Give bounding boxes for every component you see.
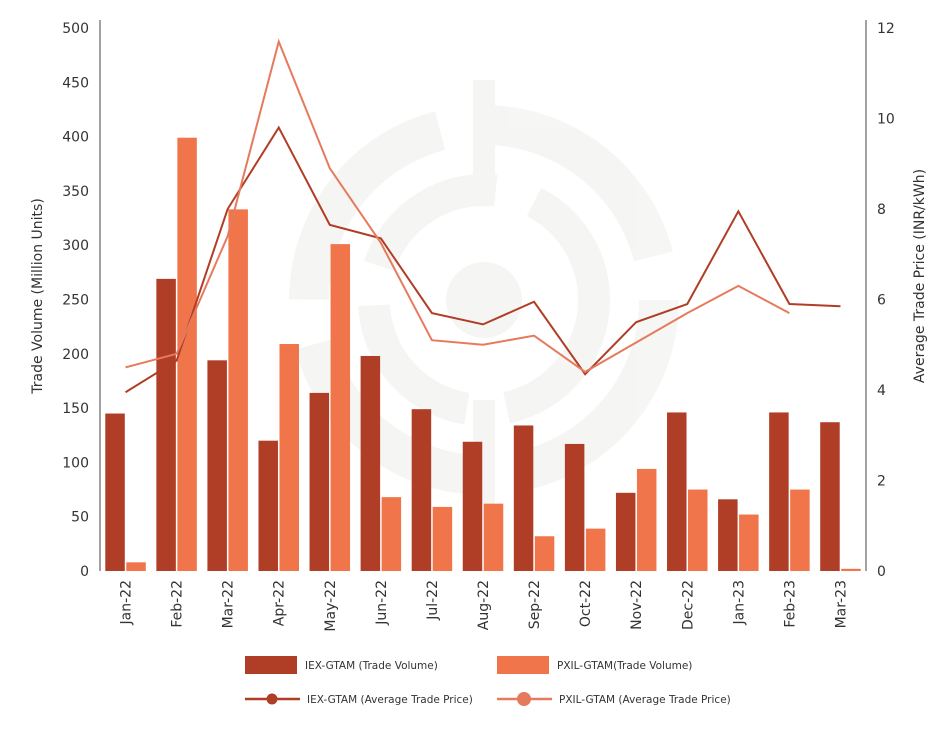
bar-pxil-jan-23 xyxy=(739,514,759,571)
y-tick-label: 450 xyxy=(62,75,89,91)
legend-item-4: PXIL-GTAM (Average Trade Price) xyxy=(497,692,731,706)
y-tick-label: 350 xyxy=(62,184,89,200)
y-axis-title: Trade Volume (Million Units) xyxy=(30,198,46,395)
bar-iex-feb-22 xyxy=(156,278,176,571)
bar-pxil-nov-22 xyxy=(636,468,657,571)
bar-pxil-sep-22 xyxy=(534,536,555,571)
x-tick-label: Sep-22 xyxy=(527,580,543,629)
bar-pxil-jan-22 xyxy=(126,562,146,571)
bar-iex-jan-23 xyxy=(718,499,738,571)
bar-iex-nov-22 xyxy=(615,492,636,571)
bar-pxil-jun-22 xyxy=(381,497,402,571)
y2-tick-label: 6 xyxy=(877,293,886,309)
legend-item-1: IEX-GTAM (Trade Volume) xyxy=(245,656,438,674)
y2-tick-label: 2 xyxy=(877,474,886,490)
line-iex-price xyxy=(125,125,841,394)
y2-axis-title: Average Trade Price (INR/kWh) xyxy=(912,169,928,383)
legend-marker xyxy=(266,693,278,705)
legend-marker xyxy=(517,692,531,706)
y2-tick-label: 8 xyxy=(877,202,886,218)
watermark-logo xyxy=(289,80,679,520)
bar-iex-jun-22 xyxy=(360,355,381,571)
bar-pxil-aug-22 xyxy=(483,503,504,571)
y-tick-label: 250 xyxy=(62,293,89,309)
bar-iex-may-22 xyxy=(309,392,330,571)
bar-iex-sep-22 xyxy=(513,425,534,571)
x-tick-label: Jan-23 xyxy=(731,580,747,625)
x-tick-label: Dec-22 xyxy=(680,580,696,630)
legend-item-3: IEX-GTAM (Average Trade Price) xyxy=(245,693,473,706)
y2-tick-label: 10 xyxy=(877,112,895,128)
x-tick-label: Jan-22 xyxy=(119,580,135,625)
y2-tick-label: 0 xyxy=(877,564,886,580)
bar-iex-feb-23 xyxy=(769,412,789,571)
bar-pxil-may-22 xyxy=(330,244,351,571)
bar-pxil-feb-22 xyxy=(177,137,197,571)
legend-label: IEX-GTAM (Average Trade Price) xyxy=(307,694,473,706)
bar-pxil-dec-22 xyxy=(688,489,708,571)
x-tick-label: Jul-22 xyxy=(425,580,441,621)
bar-iex-aug-22 xyxy=(462,441,483,571)
bar-iex-apr-22 xyxy=(258,440,278,571)
x-tick-label: Mar-22 xyxy=(221,580,237,628)
line-pxil-price xyxy=(125,38,790,374)
y-tick-label: 300 xyxy=(62,238,89,254)
bar-iex-mar-22 xyxy=(207,360,227,571)
bar-pxil-feb-23 xyxy=(790,489,810,571)
x-tick-label: Apr-22 xyxy=(272,580,288,626)
bar-iex-dec-22 xyxy=(667,412,687,571)
y-tick-label: 200 xyxy=(62,347,89,363)
x-tick-label: Nov-22 xyxy=(629,580,645,630)
legend: IEX-GTAM (Trade Volume) PXIL-GTAM(Trade V… xyxy=(245,656,731,706)
legend-swatch xyxy=(497,656,549,674)
x-tick-label: Feb-23 xyxy=(782,580,798,628)
x-tick-label: Oct-22 xyxy=(578,580,594,627)
y2-tick-label: 12 xyxy=(877,21,895,37)
legend-label: PXIL-GTAM(Trade Volume) xyxy=(557,660,692,672)
y-tick-label: 150 xyxy=(62,401,89,417)
bar-pxil-oct-22 xyxy=(585,528,606,571)
bar-pxil-mar-23 xyxy=(841,568,861,571)
y-tick-label: 0 xyxy=(80,564,89,580)
y-tick-label: 400 xyxy=(62,130,89,146)
legend-label: PXIL-GTAM (Average Trade Price) xyxy=(559,694,731,706)
x-tick-label: Feb-22 xyxy=(170,580,186,628)
y-tick-label: 500 xyxy=(62,21,89,37)
bar-pxil-mar-22 xyxy=(228,209,248,571)
legend-item-2: PXIL-GTAM(Trade Volume) xyxy=(497,656,692,674)
legend-label: IEX-GTAM (Trade Volume) xyxy=(305,660,438,672)
y2-tick-label: 4 xyxy=(877,383,886,399)
x-tick-label: Aug-22 xyxy=(476,580,492,630)
bar-pxil-jul-22 xyxy=(432,506,453,571)
x-tick-label: Jun-22 xyxy=(374,580,390,626)
bar-pxil-apr-22 xyxy=(279,344,299,571)
y-tick-label: 100 xyxy=(62,455,89,471)
legend-swatch xyxy=(245,656,297,674)
x-tick-label: Mar-23 xyxy=(833,580,849,628)
bar-iex-oct-22 xyxy=(564,443,585,571)
x-tick-label: May-22 xyxy=(323,580,339,632)
bar-iex-jul-22 xyxy=(411,409,432,571)
y-tick-label: 50 xyxy=(71,510,89,526)
bar-iex-mar-23 xyxy=(820,422,840,571)
bar-iex-jan-22 xyxy=(105,413,125,571)
